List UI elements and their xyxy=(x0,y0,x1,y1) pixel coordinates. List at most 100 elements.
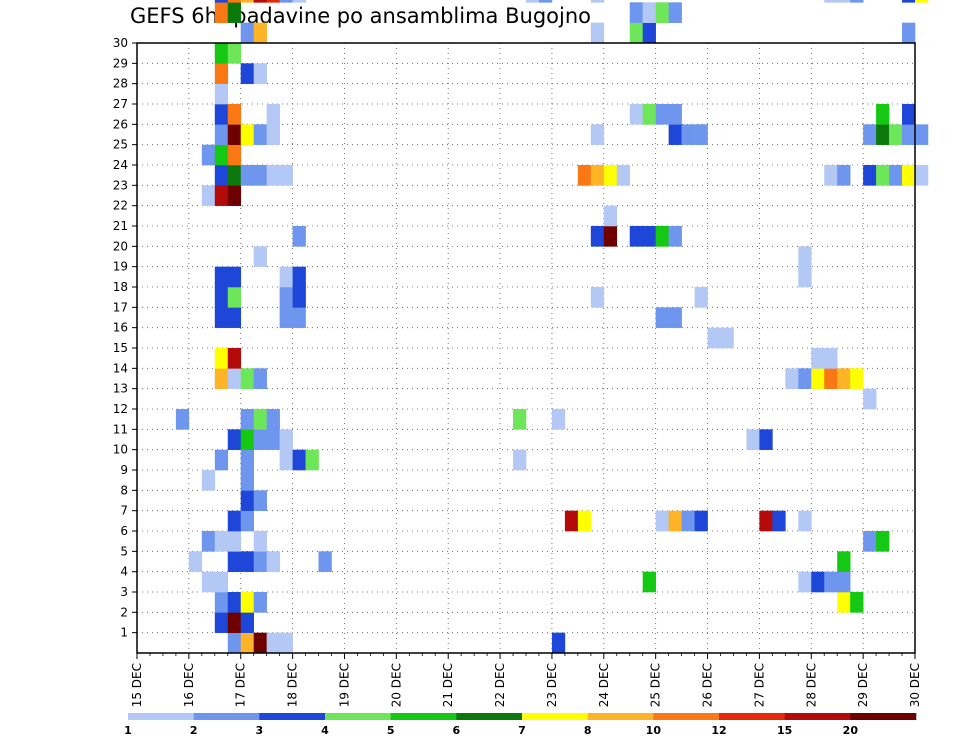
heatmap-cell xyxy=(824,348,838,369)
heatmap-cell xyxy=(253,22,267,44)
heatmap-cell xyxy=(720,327,734,349)
y-tick-label: 29 xyxy=(113,56,128,70)
heatmap-cell xyxy=(292,307,306,328)
heatmap-cell xyxy=(915,165,929,186)
heatmap-cell xyxy=(214,165,229,186)
heatmap-cell xyxy=(253,124,267,145)
heatmap-cell xyxy=(240,409,254,430)
heatmap-cell xyxy=(629,226,643,247)
heatmap-cell xyxy=(863,388,877,410)
heatmap-cell xyxy=(227,510,242,532)
x-tick-label: 19 DEC xyxy=(337,663,351,707)
heatmap-cell xyxy=(266,0,280,3)
heatmap-cell xyxy=(629,104,643,125)
heatmap-cell xyxy=(798,368,812,389)
heatmap-cell xyxy=(837,592,851,613)
heatmap-cell xyxy=(863,165,877,186)
heatmap-cell xyxy=(214,531,229,552)
y-tick-label: 11 xyxy=(113,422,128,436)
heatmap-cell xyxy=(603,165,618,186)
colorbar-swatch xyxy=(390,713,457,720)
heatmap-cell xyxy=(227,144,242,166)
heatmap-cell xyxy=(214,449,229,471)
heatmap-cell xyxy=(227,592,242,613)
heatmap-cell xyxy=(538,0,553,3)
x-tick-label: 16 DEC xyxy=(182,663,196,707)
y-tick-label: 3 xyxy=(120,585,128,599)
heatmap-cell xyxy=(668,104,682,125)
heatmap-cell xyxy=(253,368,267,389)
heatmap-cell xyxy=(292,266,306,288)
heatmap-cell xyxy=(214,104,229,125)
heatmap-cell xyxy=(240,0,254,3)
heatmap-cell xyxy=(837,368,851,389)
heatmap-cell xyxy=(876,531,890,552)
heatmap-cell xyxy=(214,124,229,145)
heatmap-cell xyxy=(876,124,890,145)
colorbar-swatch xyxy=(259,713,326,720)
y-tick-label: 10 xyxy=(113,443,128,457)
heatmap-cell xyxy=(902,165,916,186)
colorbar-swatch xyxy=(522,713,588,720)
heatmap-cell xyxy=(513,449,527,471)
y-tick-label: 30 xyxy=(113,36,128,50)
heatmap-cell xyxy=(227,531,242,552)
heatmap-cell xyxy=(253,409,267,430)
heatmap-cell xyxy=(214,43,229,64)
x-tick-label: 20 DEC xyxy=(389,663,403,707)
colorbar-swatch xyxy=(653,713,720,720)
heatmap-cell xyxy=(240,368,254,389)
heatmap-cell xyxy=(655,2,669,23)
heatmap-cell xyxy=(240,632,254,654)
heatmap-cell xyxy=(642,22,656,44)
colorbar-swatch xyxy=(587,713,654,720)
colorbar-label: 12 xyxy=(711,724,726,737)
heatmap-cell xyxy=(837,165,851,186)
heatmap-cell xyxy=(850,592,864,613)
heatmap-cell xyxy=(850,0,864,3)
heatmap-cell xyxy=(214,612,229,633)
heatmap-cell xyxy=(214,63,229,84)
heatmap-cell xyxy=(266,104,280,125)
heatmap-cell xyxy=(902,0,916,3)
colorbar-label: 2 xyxy=(190,724,198,737)
heatmap-cell xyxy=(292,287,306,308)
heatmap-cell xyxy=(863,531,877,552)
heatmap-cell xyxy=(227,429,242,450)
heatmap-cell xyxy=(279,449,293,471)
heatmap-cell xyxy=(240,490,254,511)
heatmap-cell xyxy=(253,0,267,3)
heatmap-cell xyxy=(551,409,566,430)
heatmap-cell xyxy=(642,226,656,247)
heatmap-cell xyxy=(240,449,254,471)
heatmap-cell xyxy=(227,43,242,64)
heatmap-cell xyxy=(253,429,267,450)
heatmap-cell xyxy=(201,531,216,552)
heatmap-cell xyxy=(837,551,851,572)
heatmap-cell xyxy=(629,22,643,44)
heatmap-cell xyxy=(253,490,267,511)
heatmap-cell xyxy=(253,63,267,84)
heatmap-cell xyxy=(655,226,669,247)
y-tick-label: 16 xyxy=(113,321,128,335)
heatmap-cell xyxy=(798,510,812,532)
heatmap-cell xyxy=(318,551,332,572)
heatmap-cell xyxy=(759,429,773,450)
heatmap-cell xyxy=(227,307,242,328)
heatmap-cell xyxy=(668,124,682,145)
heatmap-cell xyxy=(681,124,695,145)
heatmap-cell xyxy=(279,287,293,308)
heatmap-cell xyxy=(629,2,643,23)
x-tick-label: 25 DEC xyxy=(649,663,663,707)
heatmap-cell xyxy=(214,2,229,23)
heatmap-cell xyxy=(577,165,592,186)
heatmap-cell xyxy=(902,22,916,44)
y-tick-label: 1 xyxy=(120,626,128,640)
heatmap-cell xyxy=(175,409,190,430)
heatmap-cell xyxy=(279,266,293,288)
y-tick-label: 9 xyxy=(120,463,128,477)
heatmap-cell xyxy=(266,551,280,572)
heatmap-cell xyxy=(824,571,838,593)
y-tick-label: 15 xyxy=(113,341,128,355)
heatmap-cell xyxy=(214,287,229,308)
